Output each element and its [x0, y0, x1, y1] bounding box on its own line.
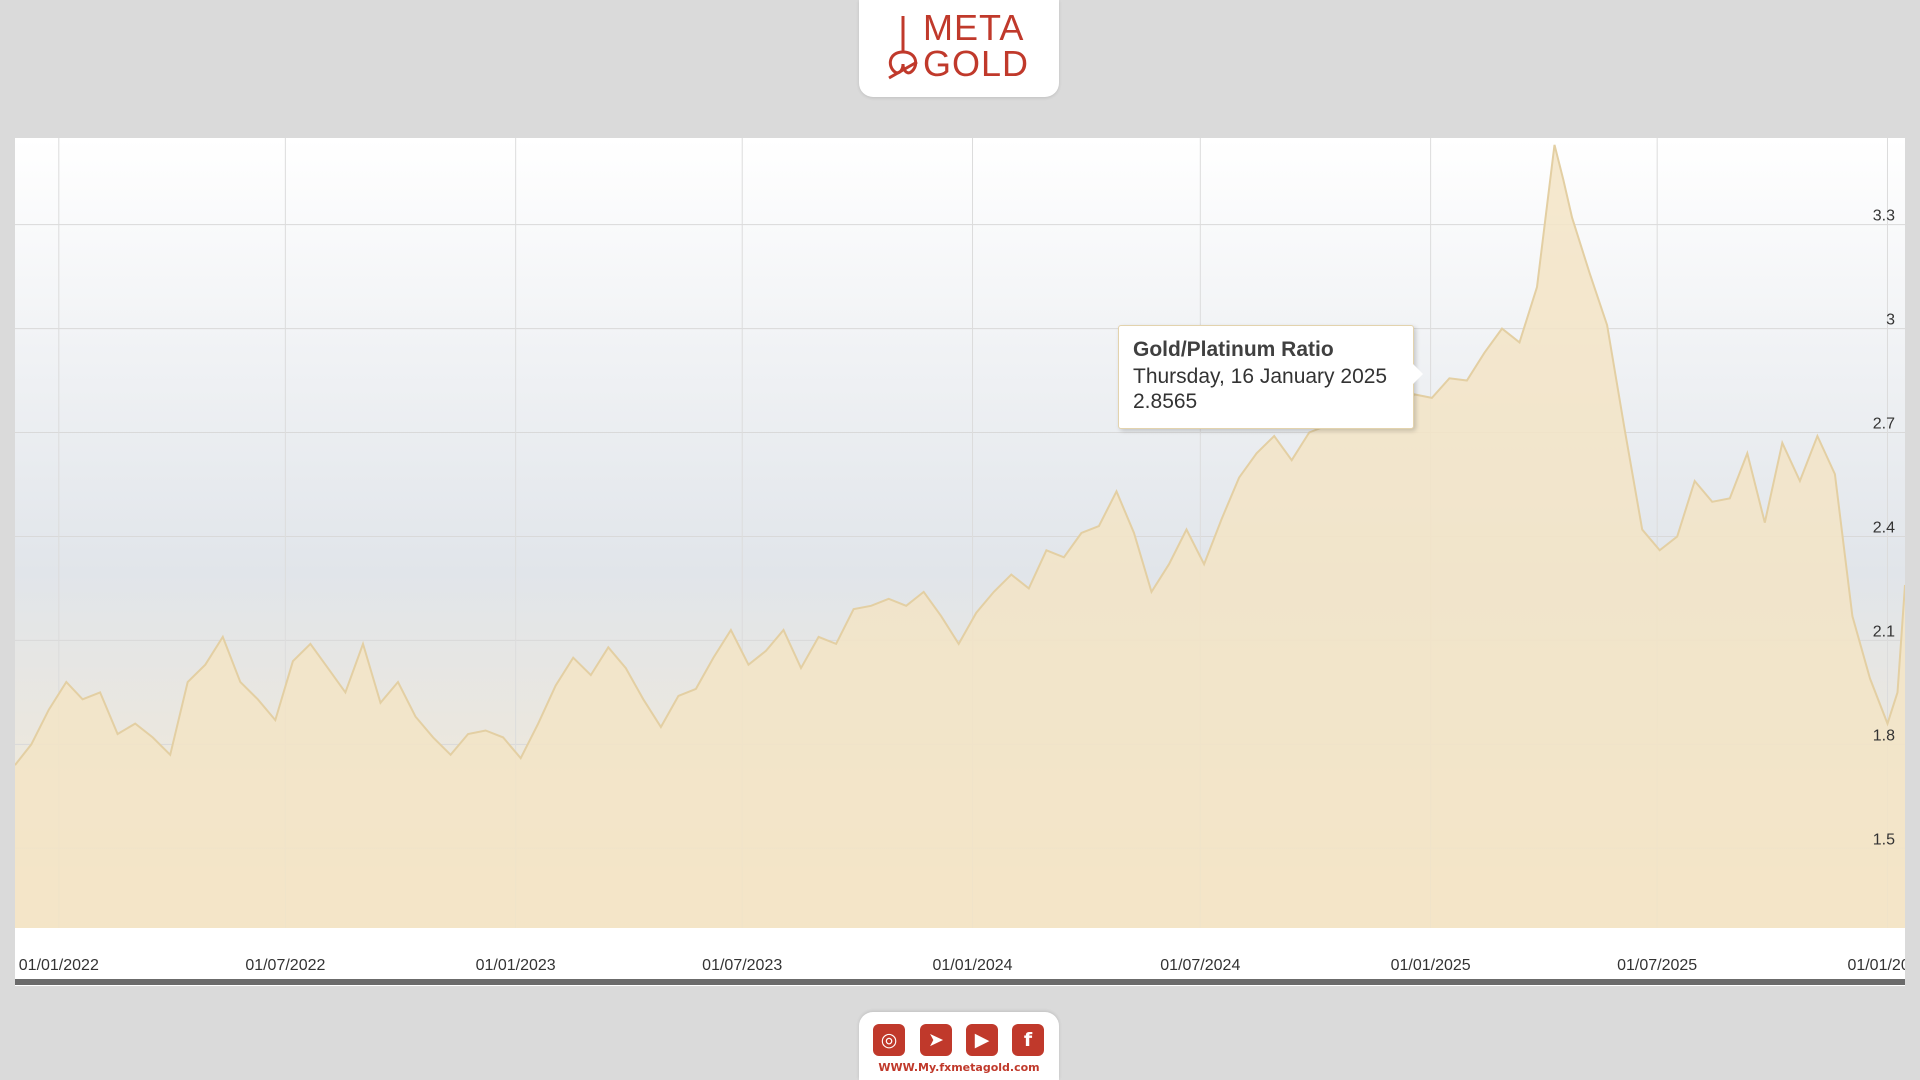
- axis-labels: 1.5 1.8 2.1 2.4 2.7 3 3.3 01/01/2022 01/07/2022 0…: [19, 208, 1905, 974]
- y-tick-label: 1.8: [1873, 727, 1895, 744]
- chart-tooltip: Gold/Platinum Ratio Thursday, 16 January…: [1118, 325, 1423, 429]
- brand-name-line2: GOLD: [923, 43, 1030, 84]
- website-url[interactable]: WWW.My.fxmetagold.com: [878, 1061, 1040, 1074]
- x-tick-label: 01/07/2023: [702, 957, 782, 974]
- x-tick-label: 01/01/2022: [19, 957, 99, 974]
- tooltip-date: Thursday, 16 January 2025: [1133, 365, 1388, 388]
- y-tick-label: 3: [1886, 312, 1895, 329]
- tooltip-value: 2.8565: [1133, 390, 1198, 413]
- gold-platinum-ratio-chart: 1.5 1.8 2.1 2.4 2.7 3 3.3 01/01/2022 01/07/2022 0…: [15, 138, 1905, 974]
- y-tick-label: 2.4: [1873, 519, 1895, 536]
- social-links: ◎ ➤ ▶ f WWW.My.fxmetagold.com: [859, 1012, 1059, 1080]
- instagram-icon[interactable]: ◎: [873, 1024, 905, 1056]
- x-tick-label: 01/07/2022: [245, 957, 325, 974]
- y-tick-label: 3.3: [1873, 208, 1895, 225]
- y-tick-label: 2.1: [1873, 623, 1895, 640]
- x-tick-label: 01/01/2026: [1847, 957, 1905, 974]
- series-layer: [15, 144, 1905, 928]
- series-line: [15, 144, 1905, 766]
- tooltip-title: Gold/Platinum Ratio: [1133, 338, 1334, 361]
- x-tick-label: 01/01/2023: [476, 957, 556, 974]
- x-tick-label: 01/01/2025: [1391, 957, 1471, 974]
- brand-emblem-icon: [888, 16, 918, 80]
- youtube-icon[interactable]: ▶: [966, 1024, 998, 1056]
- x-tick-label: 01/01/2024: [932, 957, 1012, 974]
- x-tick-label: 01/07/2024: [1160, 957, 1240, 974]
- brand-name-line1: META: [923, 7, 1025, 48]
- chart-bottom-border: [15, 979, 1905, 985]
- tooltip-pointer: [1413, 364, 1423, 384]
- chart-panel: 1.5 1.8 2.1 2.4 2.7 3 3.3 01/01/2022 01/07/2022 0…: [15, 138, 1905, 986]
- y-tick-label: 1.5: [1873, 831, 1895, 848]
- y-tick-label: 2.7: [1873, 416, 1895, 433]
- telegram-icon[interactable]: ➤: [920, 1024, 952, 1056]
- facebook-icon[interactable]: f: [1012, 1024, 1044, 1056]
- x-tick-label: 01/07/2025: [1617, 957, 1697, 974]
- brand-logo: META GOLD: [859, 0, 1059, 97]
